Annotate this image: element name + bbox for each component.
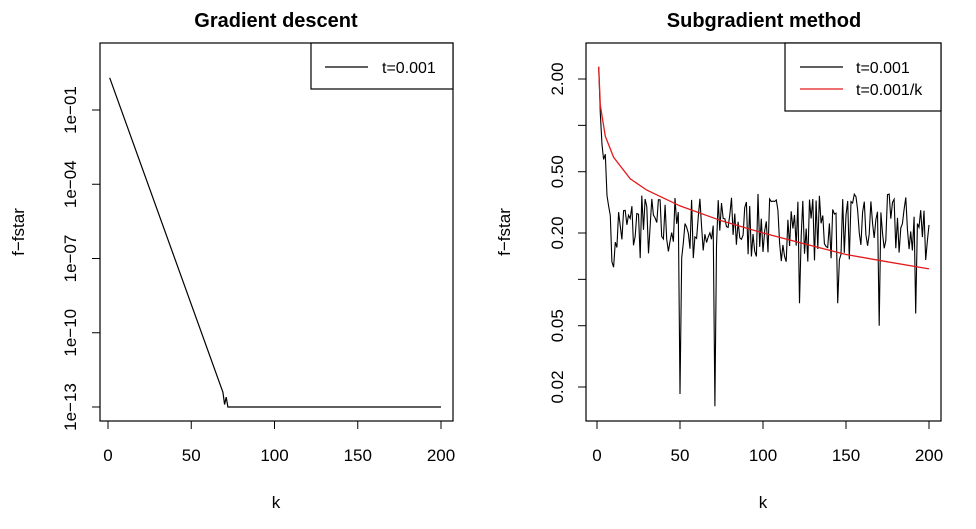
chart-title: Subgradient method bbox=[667, 10, 861, 32]
y-axis: 1e−01 1e−04 1e−07 1e−10 1e−13 bbox=[61, 86, 100, 431]
y-tick-label: 1e−13 bbox=[61, 383, 80, 431]
x-tick-label: 100 bbox=[749, 446, 777, 465]
y-tick-label: 0.20 bbox=[548, 216, 567, 249]
legend: t=0.001 t=0.001/k bbox=[784, 42, 942, 112]
y-tick-label: 1e−01 bbox=[61, 86, 80, 134]
y-tick-label: 1e−07 bbox=[61, 235, 80, 283]
series-line-constant-step bbox=[598, 66, 930, 407]
x-tick-label: 50 bbox=[182, 446, 201, 465]
gradient-descent-panel: Gradient descent k f−fstar 0 50 100 150 200 … bbox=[9, 10, 455, 512]
plot-frame bbox=[99, 42, 454, 422]
x-axis: 0 50 100 150 200 bbox=[103, 421, 455, 465]
series-line-diminishing-step bbox=[598, 66, 930, 270]
x-tick-label: 150 bbox=[832, 446, 860, 465]
legend-box bbox=[310, 42, 454, 90]
legend-entry: t=0.001 bbox=[856, 60, 910, 77]
y-axis-label: f−fstar bbox=[495, 208, 514, 256]
x-axis-label: k bbox=[759, 493, 768, 512]
x-axis: 0 50 100 150 200 bbox=[592, 421, 943, 465]
y-tick-label: 0.05 bbox=[548, 309, 567, 342]
y-tick-label: 1e−10 bbox=[61, 309, 80, 357]
y-axis: 2.00 0.50 0.20 0.05 0.02 bbox=[548, 62, 586, 404]
legend: t=0.001 bbox=[310, 42, 454, 90]
x-tick-label: 50 bbox=[671, 446, 690, 465]
y-tick-label: 0.02 bbox=[548, 370, 567, 403]
x-tick-label: 150 bbox=[344, 446, 372, 465]
subgradient-method-panel: Subgradient method k f−fstar 0 50 100 150 20… bbox=[495, 10, 943, 512]
series-line bbox=[109, 77, 441, 408]
x-tick-label: 200 bbox=[915, 446, 943, 465]
chart-title: Gradient descent bbox=[194, 10, 358, 32]
x-tick-label: 100 bbox=[260, 446, 288, 465]
x-axis-label: k bbox=[272, 493, 281, 512]
y-tick-label: 0.50 bbox=[548, 155, 567, 188]
y-tick-label: 1e−04 bbox=[61, 160, 80, 208]
x-tick-label: 0 bbox=[592, 446, 601, 465]
legend-entry: t=0.001 bbox=[382, 60, 436, 77]
x-tick-label: 0 bbox=[103, 446, 112, 465]
y-axis-label: f−fstar bbox=[9, 208, 28, 256]
legend-box bbox=[784, 42, 942, 112]
legend-entry: t=0.001/k bbox=[856, 82, 923, 99]
x-tick-label: 200 bbox=[427, 446, 455, 465]
y-tick-label: 2.00 bbox=[548, 62, 567, 95]
